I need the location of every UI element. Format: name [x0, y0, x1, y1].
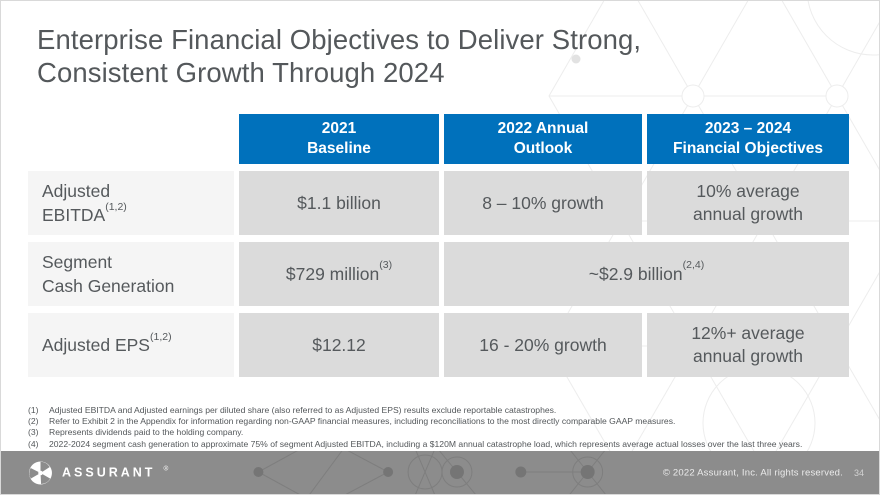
assurant-wordmark: ASSURANT — [62, 465, 156, 480]
label-line: Adjusted — [42, 181, 111, 201]
footnote-4: (4) 2022-2024 segment cash generation to… — [28, 439, 863, 450]
cell-cash-generation-2022-2024-combined: ~$2.9 billion(2,4) — [444, 242, 849, 306]
header-line: 2023 – 2024 — [704, 120, 792, 137]
cell-eps-2022-outlook: 16 - 20% growth — [444, 313, 642, 377]
footnote-marker: (3) — [28, 427, 39, 438]
cell-ebitda-2022-outlook: 8 – 10% growth — [444, 171, 642, 235]
footnote-marker: (4) — [28, 438, 39, 449]
slide-footer: ASSURANT ® © 2022 Assurant, Inc. All righ… — [1, 451, 879, 494]
footnote-text: Represents dividends paid to the holding… — [49, 427, 244, 438]
footer-pattern — [253, 451, 606, 494]
footnote-ref: (3) — [379, 259, 393, 272]
cell-cash-generation-2021-baseline: $729 million(3) — [239, 242, 439, 306]
title-line-2: Consistent Growth Through 2024 — [37, 57, 445, 88]
header-line: 2022 Annual — [497, 120, 589, 137]
footnote-marker: (2) — [28, 416, 39, 427]
footnote-text: Adjusted EBITDA and Adjusted earnings pe… — [49, 405, 557, 415]
header-line: Financial Objectives — [673, 140, 823, 157]
cell-eps-2023-2024-objectives: 12%+ average annual growth — [647, 313, 849, 377]
header-line: Outlook — [513, 140, 573, 157]
row-label-adjusted-eps: Adjusted EPS(1,2) — [28, 313, 234, 377]
footnote-ref: (1,2) — [149, 330, 172, 343]
label-line: Adjusted EPS(1,2) — [42, 330, 172, 355]
header-line: 2021 — [321, 120, 357, 137]
column-header-2023-2024-financial-objectives: 2023 – 2024 Financial Objectives — [647, 114, 849, 164]
row-label-segment-cash-generation: Segment Cash Generation — [28, 242, 234, 306]
footnote-ref: (2,4) — [682, 259, 705, 272]
footnote-2: (2) Refer to Exhibit 2 in the Appendix f… — [28, 416, 863, 427]
footnote-text: Refer to Exhibit 2 in the Appendix for i… — [49, 416, 676, 427]
cell-ebitda-2023-2024-objectives: 10% average annual growth — [647, 171, 849, 235]
label-line: Cash Generation — [42, 276, 175, 296]
column-header-2022-annual-outlook: 2022 Annual Outlook — [444, 114, 642, 164]
column-header-2021-baseline: 2021 Baseline — [239, 114, 439, 164]
footnote-3: (3) Represents dividends paid to the hol… — [28, 427, 863, 438]
footnote-text: 2022-2024 segment cash generation to app… — [49, 438, 803, 449]
page-number: 34 — [853, 467, 864, 478]
row-label-adjusted-ebitda: Adjusted EBITDA(1,2) — [28, 171, 234, 235]
label-line: Segment — [42, 252, 113, 272]
assurant-logo: ASSURANT ® — [28, 460, 169, 485]
label-line: EBITDA(1,2) — [42, 200, 127, 225]
copyright-text: © 2022 Assurant, Inc. All rights reserve… — [662, 467, 843, 478]
footnote-ref: (1,2) — [105, 200, 127, 213]
page-title: Enterprise Financial Objectives to Deliv… — [37, 23, 641, 89]
assurant-logo-icon — [29, 461, 52, 484]
header-line: Baseline — [307, 140, 371, 157]
table-corner-spacer — [28, 114, 234, 164]
cell-eps-2021-baseline: $12.12 — [239, 313, 439, 377]
registered-trademark: ® — [163, 465, 169, 472]
footnotes: (1) Adjusted EBITDA and Adjusted earning… — [28, 405, 863, 450]
title-line-1: Enterprise Financial Objectives to Deliv… — [37, 24, 642, 55]
financial-objectives-table: 2021 Baseline 2022 Annual Outlook 2023 –… — [28, 114, 849, 377]
footnote-1: (1) Adjusted EBITDA and Adjusted earning… — [28, 405, 863, 416]
cell-ebitda-2021-baseline: $1.1 billion — [239, 171, 439, 235]
footnote-marker: (1) — [28, 405, 39, 415]
